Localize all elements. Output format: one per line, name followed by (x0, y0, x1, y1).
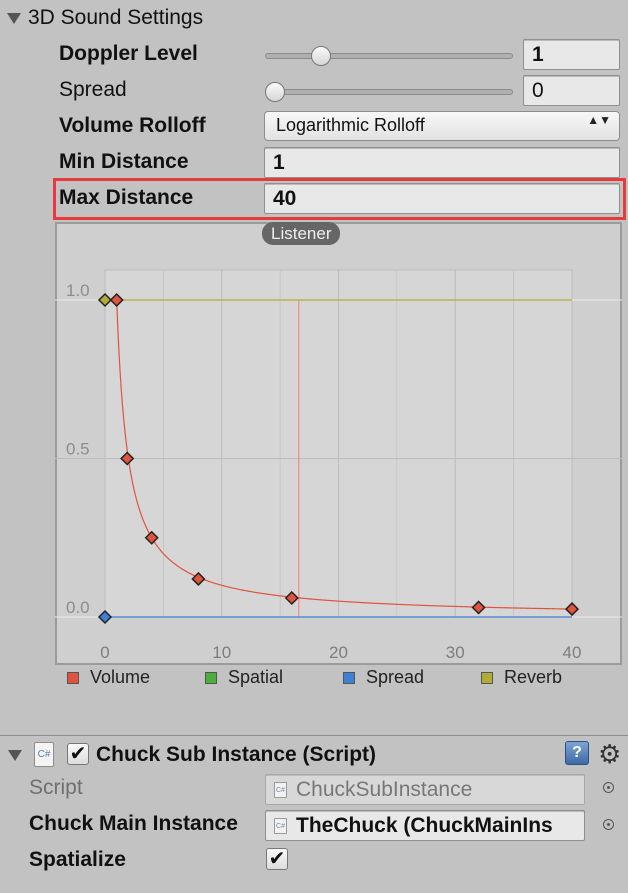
section-title[interactable]: 3D Sound Settings (28, 6, 204, 29)
main-instance-object-icon: C# (274, 818, 287, 834)
component-divider (0, 735, 628, 736)
component-title[interactable]: Chuck Sub Instance (Script) (96, 743, 377, 766)
legend-swatch-spatial (205, 672, 217, 684)
min-distance-label: Min Distance (59, 150, 189, 173)
spatialize-label: Spatialize (29, 848, 126, 871)
script-label: Script (29, 776, 83, 799)
legend-swatch-reverb (481, 672, 493, 684)
volume-rolloff-dropdown[interactable]: Logarithmic Rolloff ▲▼ (264, 111, 620, 141)
x-tick-label: 30 (446, 643, 465, 662)
legend-label-spread: Spread (366, 667, 425, 687)
volume-curve (116, 299, 571, 610)
volume-key (564, 602, 580, 617)
volume-key (144, 530, 159, 545)
y-tick-label: 0.0 (66, 598, 90, 617)
legend-swatch-spread (343, 672, 355, 684)
volume-key (191, 571, 206, 587)
foldout-arrow-icon[interactable] (7, 13, 21, 24)
max-distance-highlight (53, 178, 626, 220)
script-file-icon: C# (274, 782, 287, 798)
min-distance-field[interactable]: 1 (264, 147, 620, 178)
main-instance-picker-icon[interactable] (603, 819, 614, 830)
csharp-script-icon: C# (34, 742, 54, 767)
spread-field[interactable]: 0 (523, 75, 620, 106)
main-instance-label: Chuck Main Instance (29, 812, 238, 835)
doppler-level-label: Doppler Level (59, 42, 198, 65)
script-picker-icon (603, 782, 614, 793)
volume-key (120, 451, 135, 466)
legend-swatch-volume (67, 672, 79, 684)
help-icon[interactable]: ? (565, 741, 589, 765)
spread-slider-track[interactable] (265, 89, 513, 95)
main-instance-value: TheChuck (ChuckMainIns (296, 814, 553, 837)
spatialize-checkbox[interactable]: ✔ (266, 848, 288, 870)
volume-rolloff-value: Logarithmic Rolloff (276, 115, 425, 135)
dropdown-arrows-icon: ▲▼ (587, 113, 611, 127)
y-tick-label: 1.0 (66, 281, 90, 300)
reverb-key (97, 292, 113, 308)
doppler-slider-track[interactable] (265, 53, 513, 59)
legend-label-volume: Volume (90, 667, 151, 687)
component-enabled-checkbox[interactable]: ✔ (67, 743, 89, 765)
legend-label-reverb: Reverb (504, 667, 563, 687)
spread-slider-thumb[interactable] (265, 82, 285, 102)
script-field-value: ChuckSubInstance (296, 778, 473, 801)
x-tick-label: 40 (563, 643, 582, 662)
rolloff-graph[interactable]: 0.0 0.5 1.0 0 10 20 30 40 (55, 222, 622, 665)
component-foldout-icon[interactable] (8, 750, 22, 761)
y-tick-label: 0.5 (66, 440, 90, 459)
volume-key (109, 292, 124, 308)
main-instance-field[interactable]: TheChuck (ChuckMainIns (265, 810, 585, 841)
spread-key (97, 609, 113, 625)
volume-key (471, 600, 486, 615)
x-tick-label: 20 (329, 643, 348, 662)
volume-rolloff-label: Volume Rolloff (59, 114, 206, 137)
doppler-slider-thumb[interactable] (310, 46, 331, 66)
spread-label: Spread (59, 78, 127, 101)
doppler-level-field[interactable]: 1 (523, 39, 620, 70)
max-distance-label: Max Distance (59, 186, 194, 209)
gear-icon[interactable]: ⚙ (598, 739, 622, 769)
legend-label-spatial: Spatial (228, 667, 284, 687)
listener-label: Listener (262, 222, 341, 245)
volume-key (284, 590, 299, 606)
script-field: ChuckSubInstance (265, 774, 585, 805)
x-tick-label: 10 (212, 643, 231, 662)
x-tick-label: 0 (100, 643, 109, 662)
max-distance-field[interactable]: 40 (264, 183, 620, 214)
